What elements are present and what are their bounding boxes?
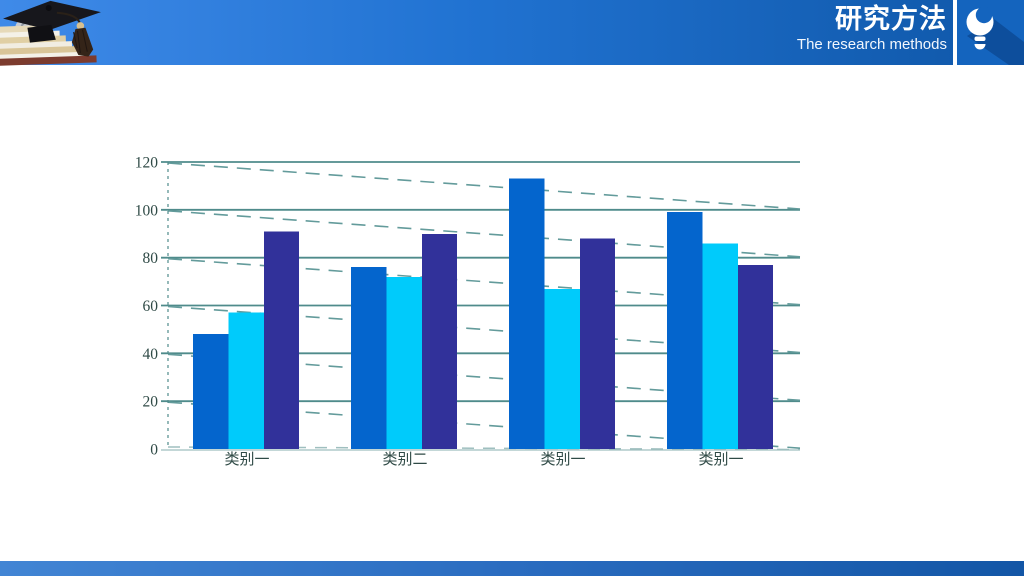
y-tick-label: 120 (135, 155, 159, 172)
slide-subtitle: The research methods (796, 36, 947, 53)
bar-series-1-blue (509, 178, 545, 449)
bar-series-1-blue (193, 334, 229, 449)
y-tick-label: 60 (143, 298, 159, 315)
slide-title: 研究方法 (835, 4, 947, 34)
y-tick-label: 80 (143, 250, 159, 267)
graduation-cap-image (0, 0, 101, 66)
header-divider (953, 0, 957, 65)
bar-series-1-blue (667, 212, 703, 449)
bar-series-1-blue (351, 267, 387, 449)
lightbulb-box (957, 0, 1024, 65)
dashed-guide (167, 210, 801, 258)
bar-series-3-indigo (579, 238, 616, 449)
bar-series-3-indigo (421, 233, 458, 449)
chart-axis-labels: 0 20 40 60 80 100 120 类别一 类别二 类别一 类别一 (135, 155, 744, 469)
bar-series-2-cyan (702, 243, 738, 449)
x-category-label: 类别一 (698, 451, 743, 468)
bar-series-2-cyan (228, 312, 264, 449)
tassel-bead (76, 22, 85, 30)
y-tick-label: 0 (150, 442, 158, 459)
header-bar: 研究方法 The research methods (0, 0, 1024, 66)
y-tick-label: 20 (143, 394, 159, 411)
x-category-label: 类别一 (540, 451, 585, 468)
footer-bar (0, 561, 1024, 576)
chart-bars (193, 178, 774, 449)
y-tick-label: 100 (135, 202, 159, 219)
bar-series-2-cyan (544, 288, 580, 449)
lightbulb-icon (966, 6, 994, 50)
x-category-label: 类别二 (382, 451, 427, 468)
dashed-guide (167, 162, 801, 210)
mortarboard (3, 0, 101, 30)
tassel (71, 27, 94, 57)
bar-series-3-indigo (737, 264, 774, 449)
header-titles: 研究方法 The research methods (797, 4, 947, 54)
bar-series-2-cyan (386, 276, 422, 449)
y-tick-label: 40 (143, 346, 159, 363)
x-category-label: 类别一 (224, 451, 269, 468)
bar-series-3-indigo (263, 231, 300, 449)
